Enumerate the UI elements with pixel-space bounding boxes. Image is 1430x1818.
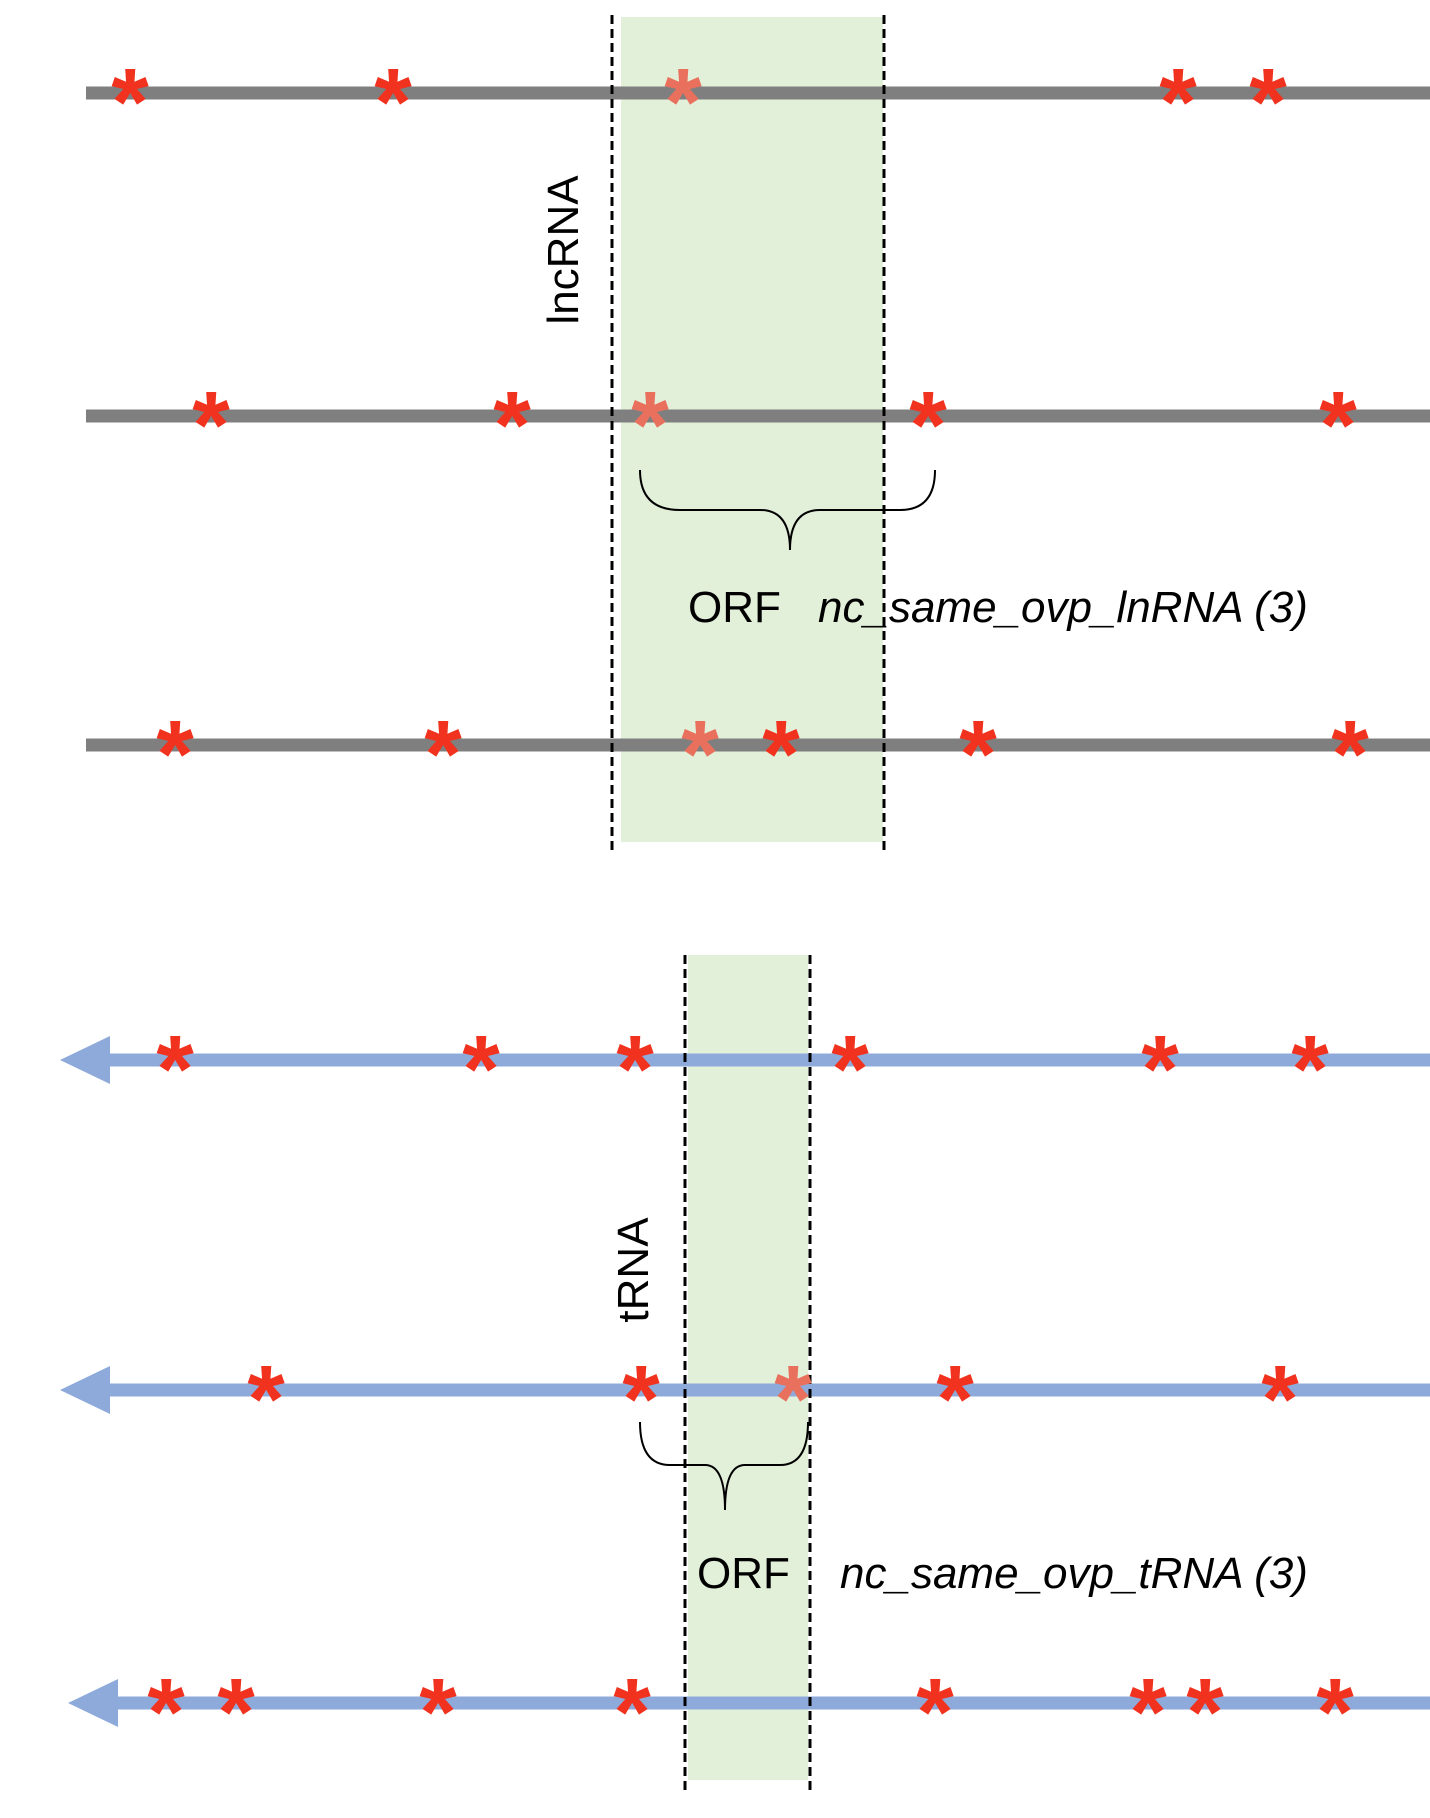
stop-codon-icon: * bbox=[622, 1346, 660, 1453]
trna-orf-brace bbox=[639, 1421, 809, 1511]
left-arrow-icon bbox=[60, 1036, 110, 1084]
stop-codon-icon: * bbox=[774, 1346, 812, 1453]
stop-codon-icon: * bbox=[462, 1016, 500, 1123]
left-arrow-icon bbox=[60, 1366, 110, 1414]
trna-track-3 bbox=[68, 1679, 1430, 1727]
stop-codon-icon: * bbox=[1319, 372, 1357, 479]
stop-codon-icon: * bbox=[916, 1659, 954, 1766]
stop-codon-icon: * bbox=[909, 372, 947, 479]
trna-label: tRNA bbox=[609, 1217, 658, 1323]
trna-category-label: nc_same_ovp_tRNA (3) bbox=[840, 1549, 1308, 1598]
stop-codon-icon: * bbox=[936, 1346, 974, 1453]
stop-codon-icon: * bbox=[1261, 1346, 1299, 1453]
stop-codon-icon: * bbox=[664, 49, 702, 156]
stop-codon-icon: * bbox=[613, 1659, 651, 1766]
stop-codon-icon: * bbox=[247, 1346, 285, 1453]
lncrna-orf-region bbox=[621, 17, 883, 842]
stop-codon-icon: * bbox=[681, 701, 719, 808]
stop-codon-icon: * bbox=[1249, 49, 1287, 156]
stop-codon-icon: * bbox=[831, 1016, 869, 1123]
stop-codon-icon: * bbox=[156, 1016, 194, 1123]
lncrna-stop-codons: * * * * * * * * * * * * * * * * bbox=[111, 49, 1369, 808]
lncrna-panel: lncRNA ORF nc_same_ovp_lnRNA (3) * * * * ** *… bbox=[86, 15, 1430, 850]
stop-codon-icon: * bbox=[424, 701, 462, 808]
lncrna-label: lncRNA bbox=[539, 175, 588, 325]
stop-codon-icon: * bbox=[1141, 1016, 1179, 1123]
stop-codon-icon: * bbox=[493, 372, 531, 479]
stop-codon-icon: * bbox=[1129, 1659, 1167, 1766]
stop-codon-icon: * bbox=[192, 372, 230, 479]
stop-codon-icon: * bbox=[111, 49, 149, 156]
trna-stop-codons: * * * * * ** * * * ** * * * * * * * bbox=[147, 1016, 1354, 1766]
trna-track-1 bbox=[60, 1036, 1430, 1084]
stop-codon-icon: * bbox=[1331, 701, 1369, 808]
stop-codon-icon: * bbox=[1291, 1016, 1329, 1123]
stop-codon-icon: * bbox=[156, 701, 194, 808]
left-arrow-icon bbox=[68, 1679, 118, 1727]
stop-codon-icon: * bbox=[217, 1659, 255, 1766]
stop-codon-icon: * bbox=[762, 701, 800, 808]
trna-track-2 bbox=[60, 1366, 1430, 1414]
stop-codon-icon: * bbox=[374, 49, 412, 156]
stop-codon-icon: * bbox=[1186, 1659, 1224, 1766]
lncrna-category-label: nc_same_ovp_lnRNA (3) bbox=[818, 583, 1308, 632]
stop-codon-icon: * bbox=[1159, 49, 1197, 156]
lncrna-orf-label: ORF bbox=[688, 583, 781, 632]
trna-panel: tRNA ORF nc_same_ovp_tRNA (3) * * * * * ** * * *… bbox=[60, 955, 1430, 1795]
stop-codon-icon: * bbox=[419, 1659, 457, 1766]
stop-codon-icon: * bbox=[959, 701, 997, 808]
stop-codon-icon: * bbox=[1316, 1659, 1354, 1766]
trna-orf-label: ORF bbox=[697, 1549, 790, 1598]
stop-codon-icon: * bbox=[616, 1016, 654, 1123]
lncrna-orf-brace bbox=[639, 469, 936, 551]
stop-codon-icon: * bbox=[631, 372, 669, 479]
trna-orf-region bbox=[688, 955, 808, 1780]
stop-codon-icon: * bbox=[147, 1659, 185, 1766]
